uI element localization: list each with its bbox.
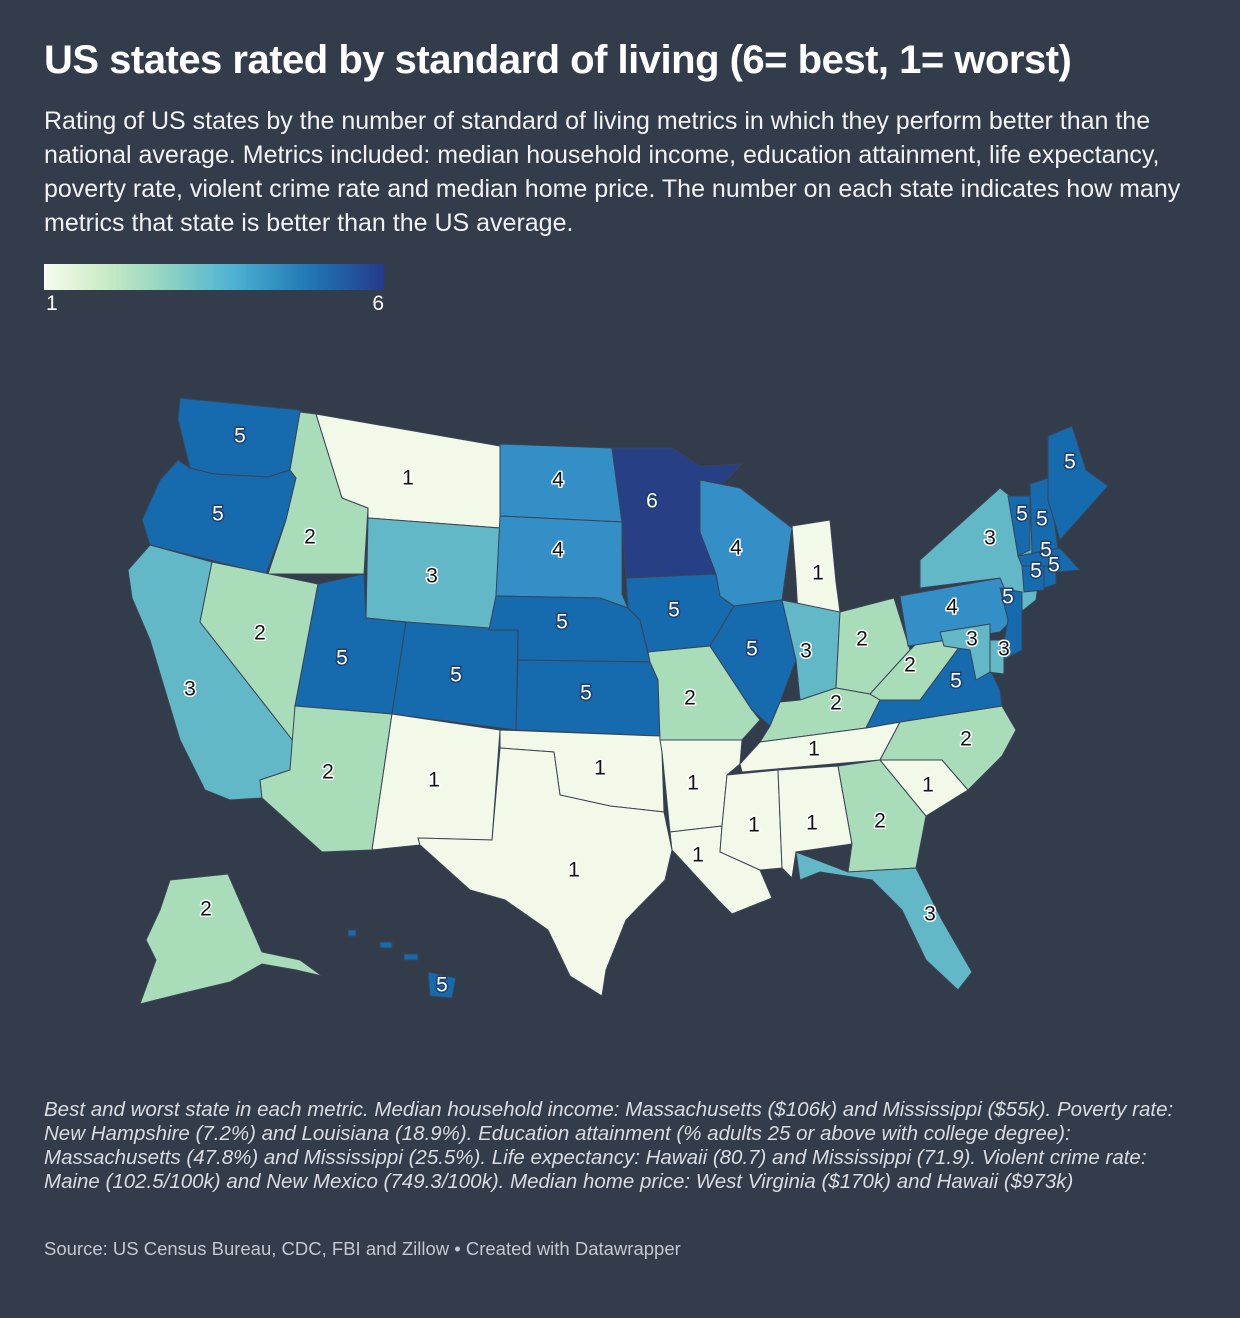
state-value-label-new-jersey: 5	[1002, 586, 1014, 609]
state-value-label-california: 3	[184, 678, 196, 701]
color-legend: 1 6	[44, 264, 384, 315]
chart-subtitle: Rating of US states by the number of sta…	[44, 107, 1181, 237]
state-alaska[interactable]	[139, 873, 323, 1005]
state-texas[interactable]	[417, 747, 673, 997]
state-value-label-arkansas: 1	[687, 772, 699, 795]
state-value-label-montana: 1	[402, 467, 414, 490]
state-value-label-north-carolina: 2	[960, 728, 972, 751]
state-value-label-ohio: 2	[856, 628, 868, 651]
state-value-label-pennsylvania: 4	[946, 596, 958, 619]
state-value-label-connecticut: 5	[1030, 560, 1042, 583]
state-value-label-nevada: 2	[254, 622, 266, 645]
state-value-label-vermont: 5	[1016, 503, 1028, 526]
state-florida[interactable]	[795, 851, 973, 991]
state-value-label-delaware: 3	[998, 638, 1010, 661]
state-connecticut[interactable]	[1021, 565, 1045, 593]
legend-max-label: 6	[372, 292, 384, 315]
state-value-label-south-dakota: 4	[552, 539, 564, 562]
source-credit: Source: US Census Bureau, CDC, FBI and Z…	[44, 1238, 681, 1259]
state-new-jersey[interactable]	[999, 587, 1023, 663]
state-value-label-north-dakota: 4	[552, 469, 564, 492]
state-missouri[interactable]	[647, 645, 761, 741]
state-south-dakota[interactable]	[495, 515, 629, 609]
footnote-best-worst: Best and worst state in each metric. Med…	[44, 1098, 1174, 1193]
state-value-label-west-virginia: 2	[904, 654, 916, 677]
state-value-label-kansas: 5	[580, 682, 592, 705]
state-value-label-oregon: 5	[212, 503, 224, 526]
state-value-label-colorado: 5	[450, 664, 462, 687]
state-value-label-new-mexico: 1	[428, 769, 440, 792]
state-value-label-arizona: 2	[322, 761, 334, 784]
legend-gradient-bar	[44, 264, 384, 290]
state-value-label-illinois: 5	[746, 638, 758, 661]
state-value-label-michigan: 1	[812, 562, 824, 585]
state-value-label-florida: 3	[924, 903, 936, 926]
state-value-label-tennessee: 1	[808, 738, 820, 761]
state-value-label-virginia: 5	[950, 670, 962, 693]
state-value-label-alabama: 1	[806, 812, 818, 835]
legend-min-label: 1	[46, 292, 58, 315]
state-value-label-alaska: 2	[200, 898, 212, 921]
state-value-label-massachusetts: 5	[1040, 539, 1052, 562]
state-value-label-maine: 5	[1064, 451, 1076, 474]
state-value-label-mississippi: 1	[748, 814, 760, 837]
state-value-label-missouri: 2	[684, 687, 696, 710]
state-value-label-washington: 5	[234, 425, 246, 448]
state-value-label-rhode-island: 5	[1048, 554, 1060, 577]
state-value-label-indiana: 3	[800, 640, 812, 663]
state-value-label-idaho: 2	[304, 526, 316, 549]
state-value-label-maryland: 3	[966, 628, 978, 651]
state-value-label-georgia: 2	[874, 810, 886, 833]
state-value-label-minnesota: 6	[646, 490, 658, 513]
state-value-label-texas: 1	[568, 859, 580, 882]
state-value-label-wyoming: 3	[426, 565, 438, 588]
state-value-label-new-hampshire: 5	[1036, 508, 1048, 531]
state-value-label-utah: 5	[336, 647, 348, 670]
state-value-label-nebraska: 5	[556, 611, 568, 634]
state-rhode-island[interactable]	[1043, 565, 1057, 589]
state-value-label-wisconsin: 4	[730, 537, 742, 560]
state-value-label-south-carolina: 1	[922, 774, 934, 797]
state-maryland[interactable]	[939, 623, 991, 681]
state-maine[interactable]	[1047, 425, 1109, 542]
state-value-label-new-york: 3	[984, 527, 996, 550]
state-hawaii[interactable]	[347, 929, 457, 999]
state-value-label-hawaii: 5	[436, 974, 448, 997]
state-vermont[interactable]	[1007, 495, 1031, 557]
chart-title: US states rated by standard of living (6…	[44, 38, 1072, 82]
state-value-label-louisiana: 1	[692, 844, 704, 867]
state-value-label-oklahoma: 1	[594, 757, 606, 780]
state-value-label-kentucky: 2	[830, 692, 842, 715]
state-value-label-iowa: 5	[668, 599, 680, 622]
